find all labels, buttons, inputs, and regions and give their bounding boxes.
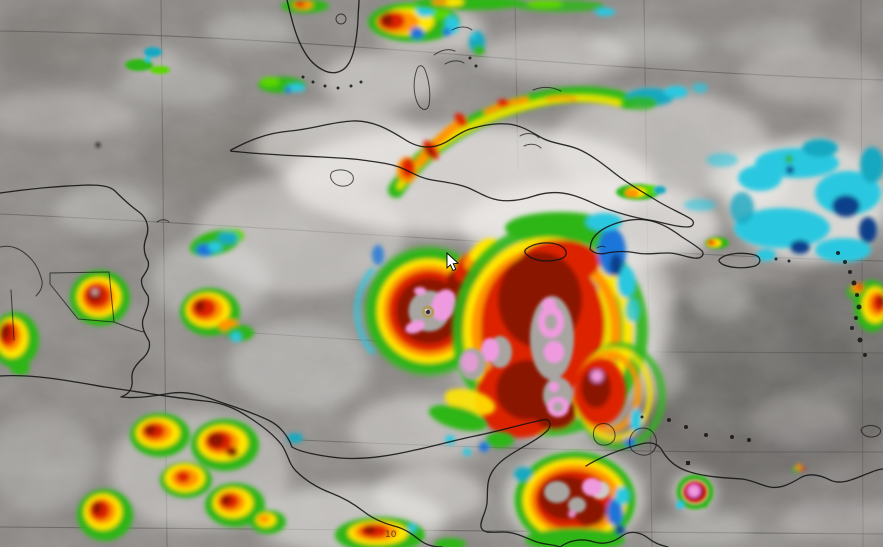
coastline-south-america — [585, 442, 883, 489]
storm-cell-colombia — [676, 474, 714, 510]
coastline-cuba — [229, 120, 694, 228]
convective-mass-east — [428, 212, 666, 456]
coastline-panama — [559, 531, 669, 547]
border-belize-guatemala — [49, 271, 145, 333]
mass-south-fringe — [428, 388, 514, 456]
ile-gonave — [596, 245, 606, 249]
storm-top-strip — [281, 0, 615, 16]
lake-okeechobee — [335, 13, 347, 25]
lake-maracaibo — [629, 427, 657, 456]
mass-southeast-lobe — [574, 342, 666, 450]
isla-juventud — [330, 169, 354, 187]
cyan-field-northeast — [684, 139, 883, 262]
isla-cozumel — [156, 219, 170, 223]
storm-gulf-cells — [95, 47, 170, 148]
coastline-trinidad — [860, 425, 881, 438]
hurricane-eye — [421, 305, 435, 319]
abc-islands — [640, 415, 751, 465]
grid-label-10: 10 — [385, 530, 397, 540]
storm-cozumel-pair — [180, 229, 254, 342]
coastline-yucatan-caribbean — [0, 184, 561, 547]
lesser-antilles — [774, 251, 867, 357]
storm-guatemala — [70, 270, 130, 326]
storm-straits-band — [258, 77, 306, 93]
storm-venezuela-east — [792, 280, 883, 473]
cold-overshoot-pink — [431, 289, 457, 321]
storm-nicaragua-coast — [514, 451, 636, 547]
border-mexico-guatemala — [10, 289, 15, 341]
sensor-artifact-dot — [95, 142, 101, 148]
gulf-of-venezuela — [592, 423, 616, 446]
arrow-pointer-icon — [446, 251, 460, 272]
storm-puerto-rico — [705, 237, 729, 249]
storms-central-america — [77, 413, 466, 547]
coastline-jamaica — [524, 242, 567, 262]
coastline-hispaniola — [589, 218, 704, 259]
coastline-campeche — [0, 245, 43, 297]
coastline-bahamas — [413, 26, 478, 110]
convective-band-cuba — [388, 83, 708, 198]
florida-keys — [301, 75, 363, 90]
coastline-pacific — [0, 375, 443, 547]
storm-florida-east — [368, 2, 485, 55]
cuba-bays — [519, 87, 562, 149]
coastline-florida — [286, 0, 360, 74]
coastline-puerto-rico — [718, 252, 761, 269]
